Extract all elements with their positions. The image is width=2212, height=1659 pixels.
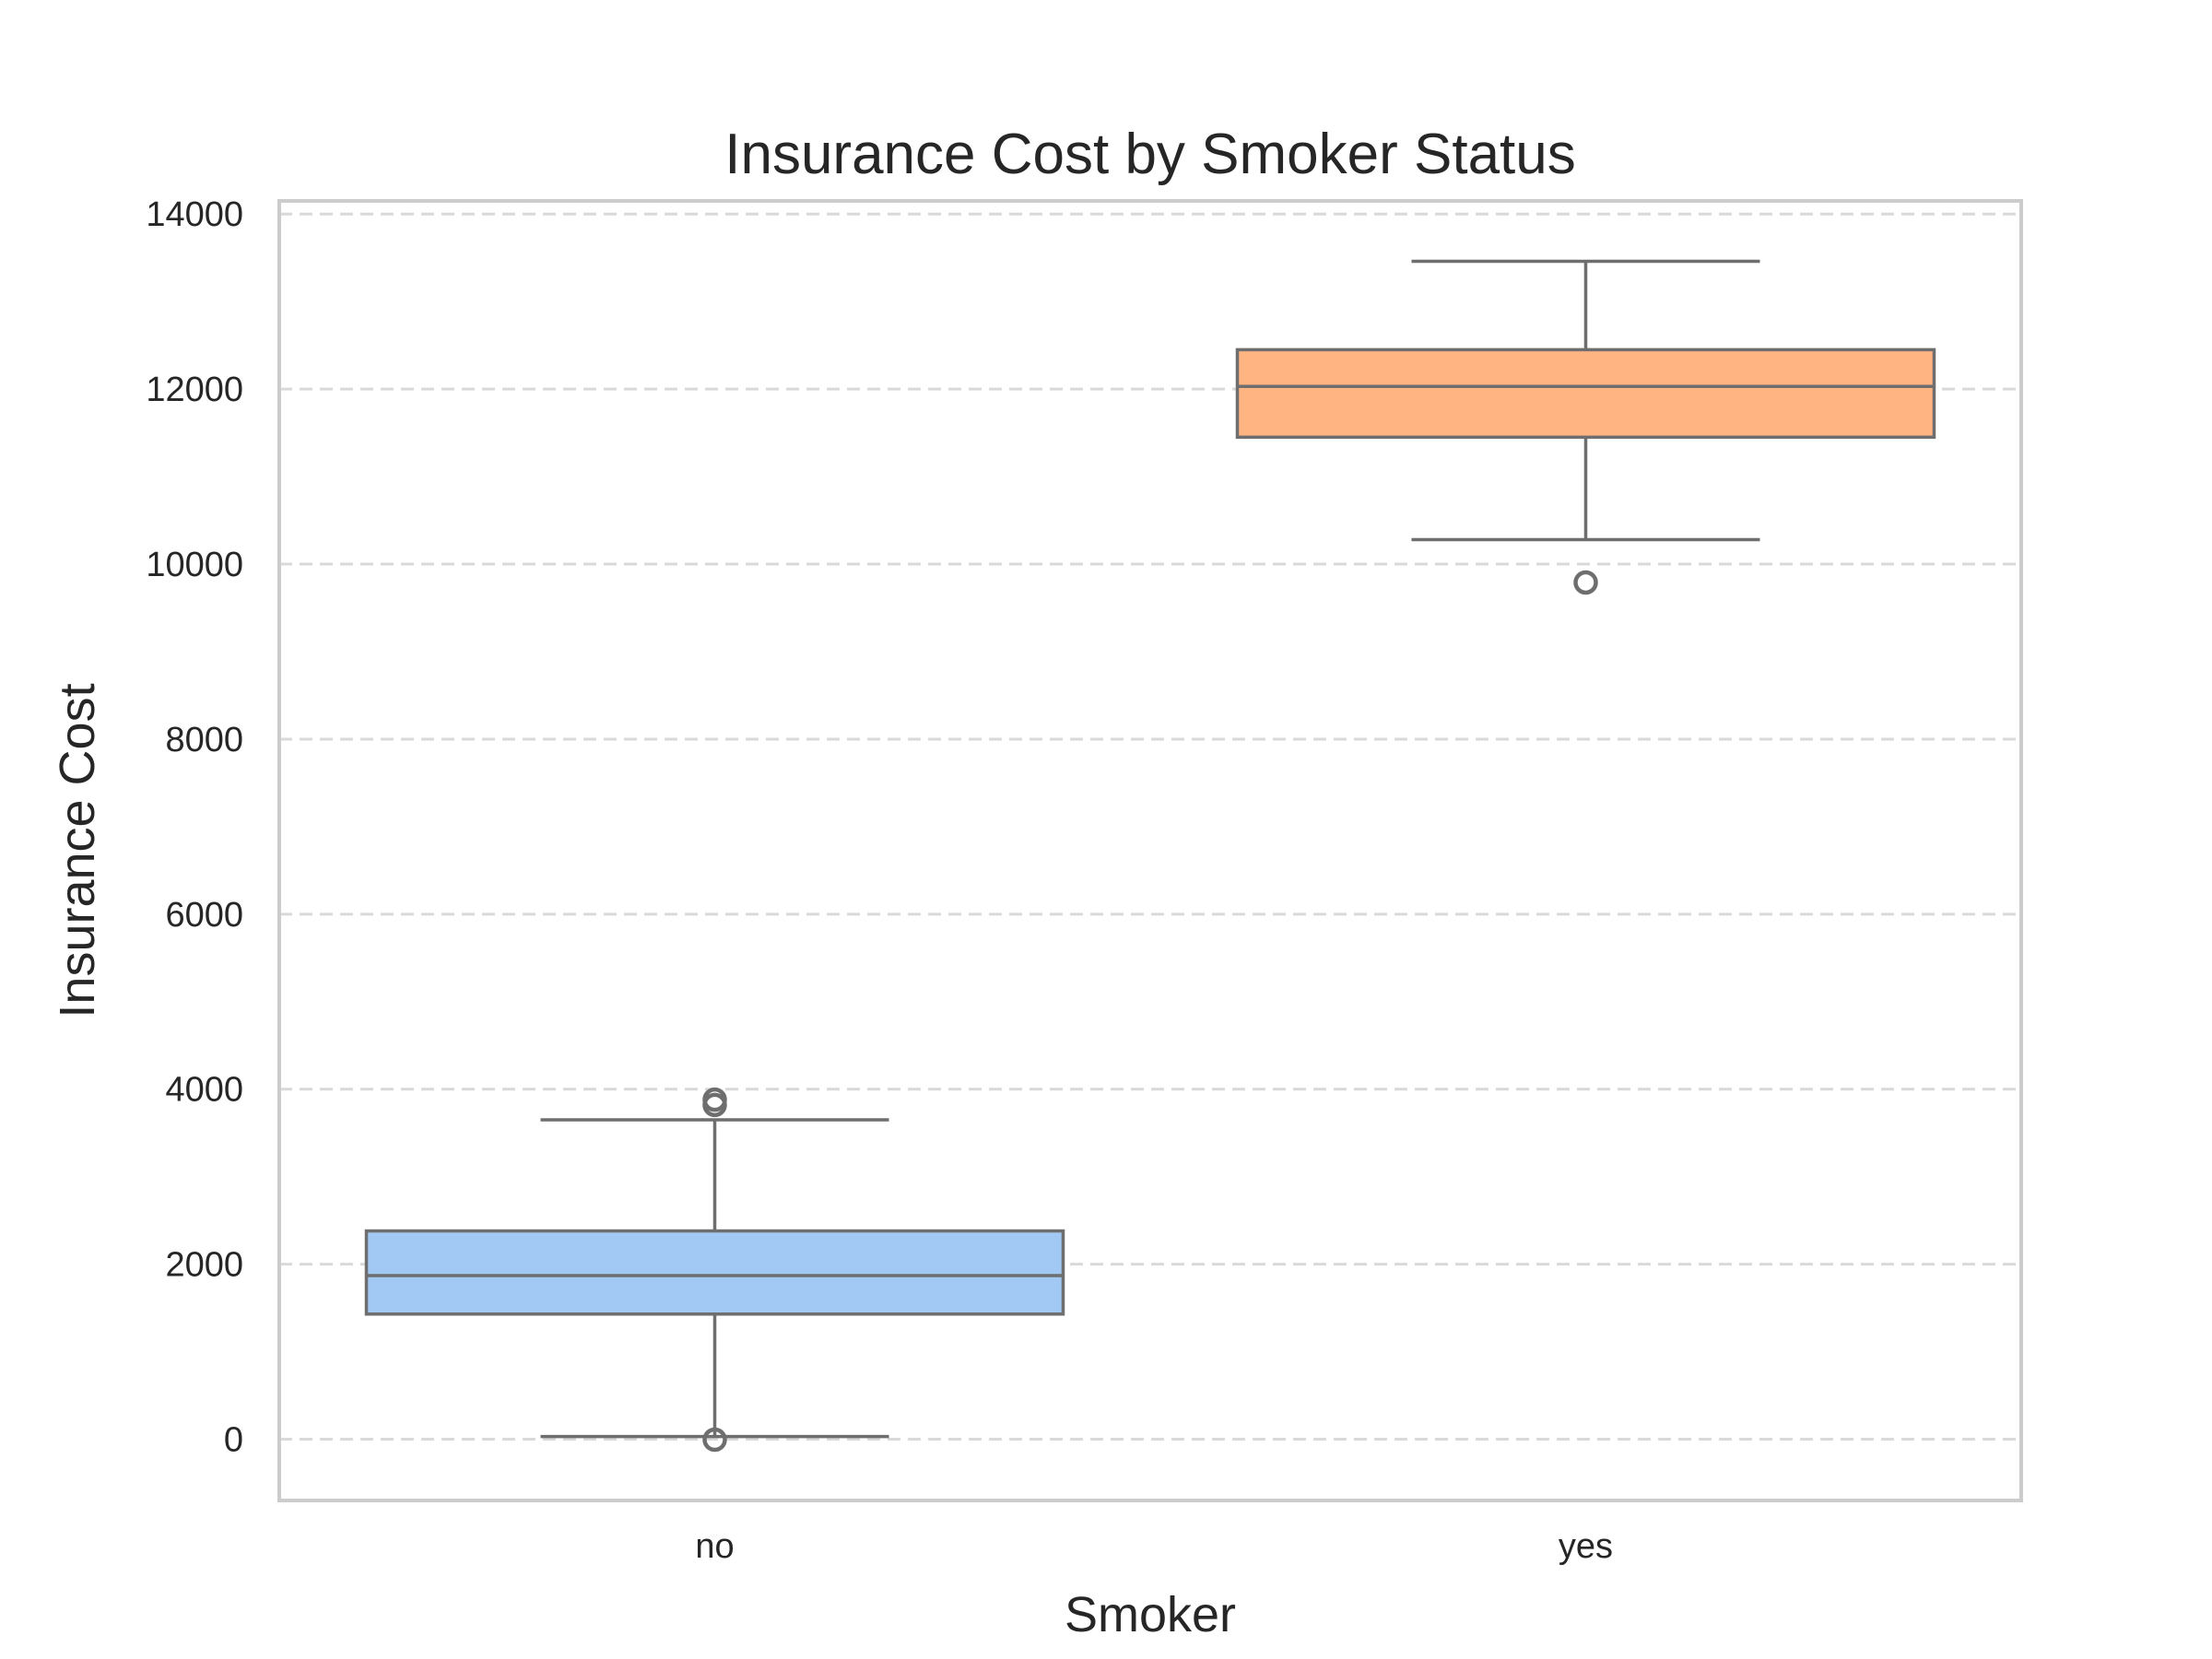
boxes (364, 259, 1936, 1453)
iqr-box (1235, 347, 1936, 440)
x-tick-label: yes (1559, 1527, 1613, 1566)
y-tick-label: 10000 (146, 546, 243, 584)
y-tick-label: 12000 (146, 371, 243, 409)
y-tick-label: 2000 (165, 1246, 243, 1285)
x-tick-label: no (695, 1527, 734, 1566)
y-axis-label: Insurance Cost (50, 683, 105, 1018)
y-tick-label: 4000 (165, 1071, 243, 1110)
iqr-box (364, 1229, 1065, 1316)
y-tick-label: 6000 (165, 896, 243, 935)
plot-frame (277, 199, 2023, 1502)
box-no (364, 1087, 1065, 1453)
box-yes (1235, 259, 1936, 595)
x-axis-label: Smoker (1065, 1587, 1236, 1642)
y-tick-label: 8000 (165, 721, 243, 759)
y-tick-label: 0 (224, 1421, 243, 1460)
x-tick-labels: no yes (695, 1527, 1613, 1566)
outlier-point (1573, 570, 1598, 595)
outlier-point (702, 1087, 727, 1112)
y-tick-label: 14000 (146, 195, 243, 234)
outlier-point (702, 1427, 727, 1453)
y-tick-labels: 0 2000 4000 6000 8000 10000 12000 14000 (146, 195, 243, 1459)
chart-title: Insurance Cost by Smoker Status (724, 123, 1576, 186)
